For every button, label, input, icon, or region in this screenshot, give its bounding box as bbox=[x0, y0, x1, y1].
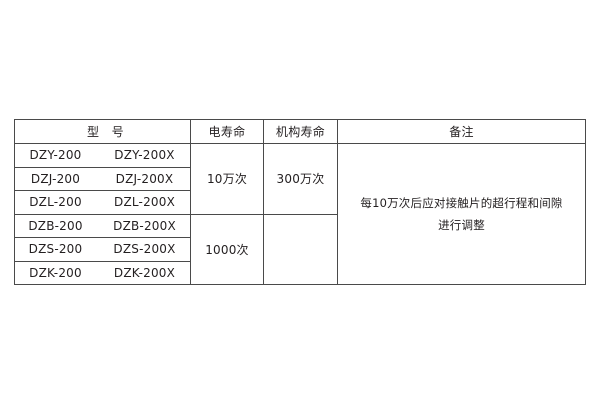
column-header-mechanical-life: 机构寿命 bbox=[263, 119, 338, 144]
remark-line-1: 每10万次后应对接触片的超行程和间隙 bbox=[360, 196, 563, 210]
model-code-primary: DZJ-200 bbox=[30, 171, 81, 186]
model-code-variant: DZK-200X bbox=[113, 265, 176, 280]
model-code-variant: DZY-200X bbox=[114, 148, 175, 163]
model-code-primary: DZY-200 bbox=[29, 148, 82, 163]
model-code-primary: DZL-200 bbox=[29, 195, 82, 210]
table-row: DZB-200 DZB-200X 1000次 bbox=[14, 213, 586, 285]
model-cell: DZJ-200 DZJ-200X bbox=[14, 166, 191, 191]
header-row: 型 号 电寿命 机构寿命 备注 bbox=[14, 119, 586, 144]
table-row: DZY-200 DZY-200X 10万次 300万次 每10万次后应对接触片的… bbox=[14, 143, 586, 285]
model-code-primary: DZB-200 bbox=[28, 218, 83, 233]
column-header-model: 型 号 bbox=[14, 119, 191, 144]
model-code-primary: DZK-200 bbox=[29, 265, 82, 280]
model-code-primary: DZS-200 bbox=[28, 242, 83, 257]
model-code-variant: DZL-200X bbox=[114, 195, 175, 210]
table-row: DZJ-200 DZJ-200X bbox=[14, 166, 586, 191]
table-row: DZK-200 DZK-200X bbox=[14, 260, 586, 285]
model-cell: DZL-200 DZL-200X bbox=[14, 190, 191, 215]
model-code-variant: DZJ-200X bbox=[115, 171, 174, 186]
electrical-life-group-2: 1000次 bbox=[190, 213, 264, 285]
table-row: DZS-200 DZS-200X bbox=[14, 237, 586, 262]
model-cell: DZK-200 DZK-200X bbox=[14, 260, 191, 285]
mechanical-life-group-2 bbox=[263, 213, 338, 285]
model-cell: DZB-200 DZB-200X bbox=[14, 213, 191, 238]
model-cell: DZY-200 DZY-200X bbox=[14, 143, 191, 168]
relay-specification-table: 型 号 电寿命 机构寿命 备注 DZY-200 DZY-200X 10万次 30… bbox=[14, 119, 586, 285]
mechanical-life-group-1: 300万次 bbox=[263, 143, 338, 215]
column-header-remark: 备注 bbox=[337, 119, 586, 144]
electrical-life-group-1: 10万次 bbox=[190, 143, 264, 215]
remark-cell: 每10万次后应对接触片的超行程和间隙 进行调整 bbox=[337, 143, 586, 285]
model-code-variant: DZS-200X bbox=[113, 242, 176, 257]
model-cell: DZS-200 DZS-200X bbox=[14, 237, 191, 262]
table-body: DZY-200 DZY-200X 10万次 300万次 每10万次后应对接触片的… bbox=[14, 143, 586, 285]
table-header: 型 号 电寿命 机构寿命 备注 bbox=[14, 119, 586, 144]
table-row: DZL-200 DZL-200X bbox=[14, 190, 586, 215]
remark-line-2: 进行调整 bbox=[438, 218, 485, 232]
column-header-electrical-life: 电寿命 bbox=[190, 119, 264, 144]
model-code-variant: DZB-200X bbox=[113, 218, 176, 233]
